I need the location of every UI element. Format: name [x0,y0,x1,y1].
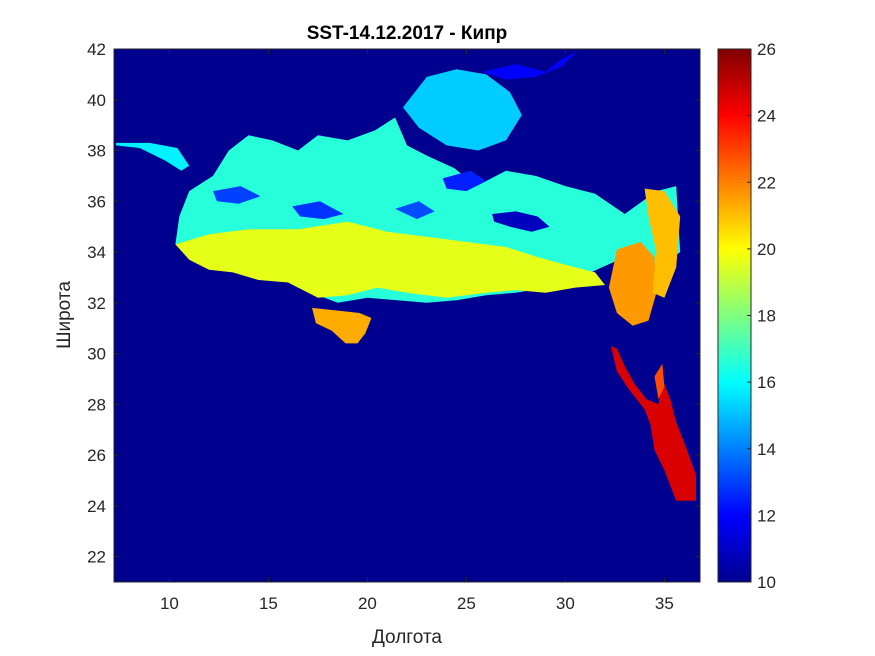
chart-title: SST-14.12.2017 - Кипр [307,23,508,44]
y-tick-label: 42 [87,40,106,59]
y-tick-label: 34 [87,243,106,262]
y-tick-label: 24 [87,497,106,516]
plot-background [114,49,700,582]
colorbar-tick-label: 16 [757,373,776,392]
x-tick-label: 20 [358,594,377,613]
y-tick-label: 32 [87,294,106,313]
colorbar-tick-label: 12 [757,506,776,525]
colorbar [717,48,752,583]
sst-region-4 [175,221,605,298]
x-tick-label: 30 [556,594,575,613]
sst-region-2 [403,69,522,151]
y-tick-label: 28 [87,395,106,414]
x-tick-label: 15 [259,594,278,613]
x-axis-label: Долгота [372,627,442,648]
y-axis-label: Широта [54,281,75,349]
colorbar-tick-label: 10 [757,573,776,592]
y-tick-label: 40 [87,91,106,110]
colorbar-axis: 10 12 14 16 18 20 22 24 26 [747,40,776,592]
sst-region-6 [608,241,657,326]
x-tick-label: 10 [160,594,179,613]
colorbar-tick-label: 18 [757,307,776,326]
sst-region-11 [292,201,344,220]
y-tick-label: 30 [87,345,106,364]
colorbar-tick-label: 22 [757,173,776,192]
sst-region-3 [482,51,578,80]
sst-region-7 [644,188,681,298]
x-tick-label: 35 [655,594,674,613]
sst-region-9 [654,363,665,400]
colorbar-tick-label: 24 [757,107,776,126]
sst-region-8 [610,346,696,501]
sst-region-10 [492,211,550,232]
x-tick-label: 25 [457,594,476,613]
y-tick-label: 36 [87,192,106,211]
colorbar-tick-label: 26 [757,40,776,59]
y-axis: 22 24 26 28 30 32 34 36 38 40 42 [87,40,700,567]
y-tick-label: 22 [87,548,106,567]
plot-frame [113,48,701,583]
colorbar-tick-label: 14 [757,440,776,459]
y-tick-label: 38 [87,142,106,161]
sst-region-13 [213,186,261,204]
sst-region-0 [116,142,190,171]
colorbar-tick-label: 20 [757,240,776,259]
y-tick-label: 26 [87,446,106,465]
sst-regions [116,51,696,501]
sst-region-12 [395,201,435,220]
sst-region-5 [312,307,372,344]
sst-region-14 [442,170,487,192]
x-axis: 10 15 20 25 30 35 [160,49,674,613]
